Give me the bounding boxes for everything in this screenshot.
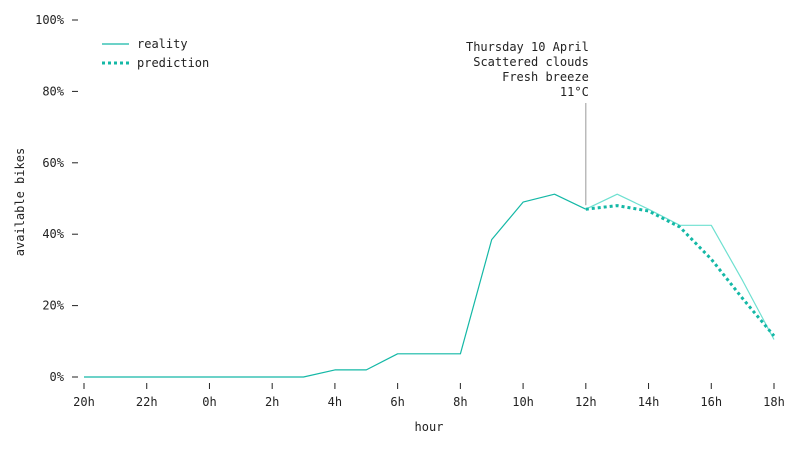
x-tick-label: 2h <box>265 395 279 409</box>
series-line-reality-continued <box>585 193 775 340</box>
annotation-line: 11°C <box>560 85 589 99</box>
y-tick-label: 20% <box>42 299 64 313</box>
x-tick-label: 16h <box>700 395 722 409</box>
x-tick-label: 6h <box>390 395 404 409</box>
y-tick-label: 100% <box>35 13 65 27</box>
x-tick-label: 12h <box>575 395 597 409</box>
y-tick-label: 0% <box>50 370 65 384</box>
series-line-prediction <box>585 204 776 337</box>
x-tick-label: 8h <box>453 395 467 409</box>
x-axis-title: hour <box>415 420 444 434</box>
series-line-reality <box>84 193 587 378</box>
y-tick-label: 80% <box>42 84 64 98</box>
y-tick-label: 40% <box>42 227 64 241</box>
annotation-line: Thursday 10 April <box>466 40 589 54</box>
x-axis: 20h 22h 0h 2h 4h 6h 8h 10h 12h 14h 16h 18h <box>73 383 785 409</box>
x-tick-label: 22h <box>136 395 158 409</box>
annotation-line: Fresh breeze <box>502 70 589 84</box>
x-tick-label: 0h <box>202 395 216 409</box>
y-tick-label: 60% <box>42 156 64 170</box>
y-axis: 0% 20% 40% 60% 80% 100% <box>35 13 78 384</box>
annotation-line: Scattered clouds <box>473 55 589 69</box>
x-tick-label: 18h <box>763 395 785 409</box>
legend-label-prediction: prediction <box>137 56 209 70</box>
x-tick-label: 20h <box>73 395 95 409</box>
legend-label-reality: reality <box>137 37 188 51</box>
y-axis-title: available bikes <box>13 148 27 256</box>
x-tick-label: 4h <box>328 395 342 409</box>
x-tick-label: 10h <box>512 395 534 409</box>
series-layer <box>84 193 776 378</box>
legend: reality prediction <box>102 37 209 70</box>
x-tick-label: 14h <box>638 395 660 409</box>
